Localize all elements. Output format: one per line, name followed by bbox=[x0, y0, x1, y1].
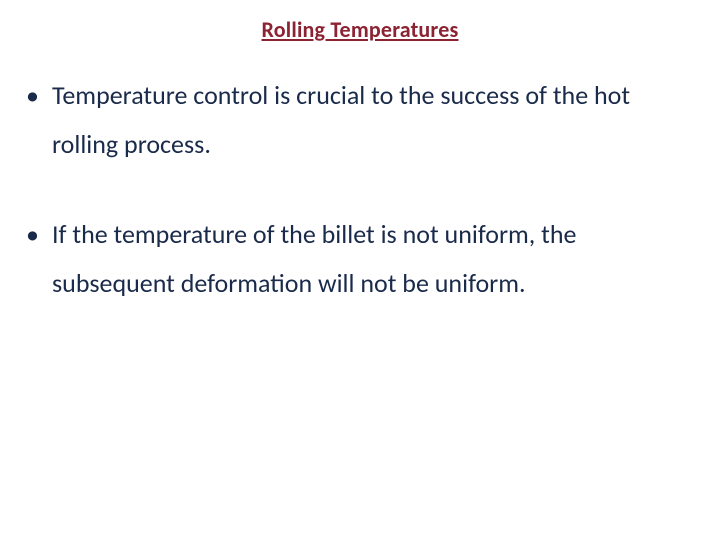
bullet-list: Temperature control is crucial to the su… bbox=[22, 71, 698, 309]
bullet-item: If the temperature of the billet is not … bbox=[22, 210, 698, 309]
slide-container: Rolling Temperatures Temperature control… bbox=[0, 0, 720, 540]
slide-title: Rolling Temperatures bbox=[22, 16, 698, 43]
bullet-item: Temperature control is crucial to the su… bbox=[22, 71, 698, 170]
